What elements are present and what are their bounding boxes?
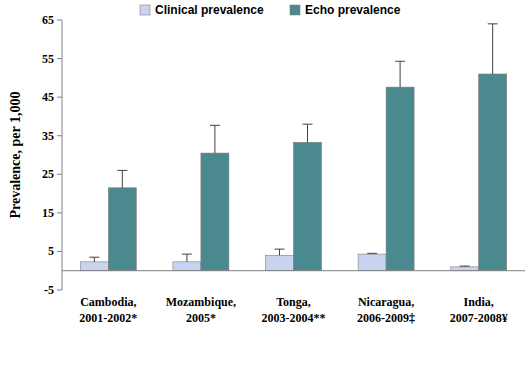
bar [201, 153, 229, 271]
bar [108, 188, 136, 271]
bar [479, 74, 507, 271]
y-tick-label: 5 [48, 244, 54, 258]
y-tick-label: 35 [42, 129, 54, 143]
error-bar [275, 249, 285, 255]
y-axis-line [62, 20, 63, 290]
y-tick [57, 212, 62, 213]
error-bar [303, 124, 313, 142]
error-bar [89, 257, 99, 262]
error-bar [367, 253, 377, 255]
bar [358, 254, 386, 271]
y-tick-label: 65 [42, 13, 54, 27]
y-tick [57, 174, 62, 175]
x-tick-label: Cambodia,2001-2002* [79, 295, 137, 325]
baseline [62, 270, 525, 271]
y-tick-label: -5 [44, 283, 54, 297]
bar [386, 87, 414, 271]
error-bar [460, 266, 470, 268]
y-tick-label: 55 [42, 52, 54, 66]
y-tick [57, 135, 62, 136]
bar [451, 267, 479, 271]
chart-container: -5 5 15 25 35 45 55 65 Prevalence, per 1,000 Camb… [0, 0, 530, 376]
bar [266, 255, 294, 270]
y-tick-label: 25 [42, 167, 54, 181]
y-tick-label: 15 [42, 206, 54, 220]
bar [294, 142, 322, 270]
error-bar [395, 61, 405, 87]
legend-swatch [290, 5, 300, 15]
x-tick-label: Tonga,2003-2004** [262, 295, 326, 325]
y-tick [57, 58, 62, 59]
y-tick [57, 97, 62, 98]
x-tick-label: Mozambique,2005* [166, 295, 236, 325]
error-bar [117, 170, 127, 187]
bar [80, 262, 108, 271]
y-tick [57, 290, 62, 291]
x-tick-label: Nicaragua,2006-2009‡ [357, 295, 415, 325]
error-bar [210, 125, 220, 153]
chart: -5 5 15 25 35 45 55 65 Prevalence, per 1,000 Camb… [0, 0, 530, 376]
legend-label: Echo prevalence [305, 3, 401, 17]
y-axis-label: Prevalence, per 1,000 [8, 91, 23, 218]
error-bar [488, 24, 498, 74]
legend-label: Clinical prevalence [155, 3, 264, 17]
bar [173, 262, 201, 271]
y-tick [57, 251, 62, 252]
error-bar [182, 254, 192, 262]
bars [80, 24, 506, 271]
y-tick-label: 45 [42, 90, 54, 104]
x-tick-label: India,2007-2008¥ [450, 295, 508, 325]
y-tick [57, 20, 62, 21]
legend-swatch [140, 5, 150, 15]
